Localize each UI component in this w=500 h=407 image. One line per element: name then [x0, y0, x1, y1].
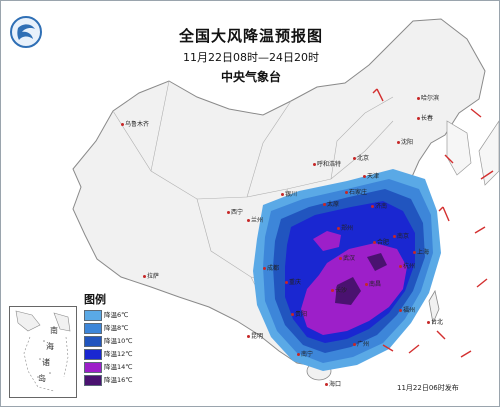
city-label-zhengzhou: 郑州 [337, 223, 353, 232]
legend-label: 降温6℃ [104, 311, 129, 319]
city-label-nanchang: 南昌 [365, 279, 381, 288]
issued-timestamp: 11月22日06时发布 [397, 384, 459, 392]
legend-title: 图例 [84, 293, 106, 306]
city-label-guiyang: 贵阳 [291, 309, 307, 318]
forecast-period: 11月22日08时—24日20时 [183, 51, 319, 64]
legend-label: 降温8℃ [104, 324, 129, 332]
zone-14c-north [313, 231, 341, 251]
korea-peninsula [446, 120, 472, 176]
legend: 图例 降温6℃ 降温8℃ 降温10℃ 降温12℃ 降温14℃ 降温16℃ [7, 291, 155, 401]
legend-swatch [84, 349, 102, 360]
page-title: 全国大风降温预报图 [178, 27, 323, 45]
legend-label: 降温12℃ [104, 350, 133, 358]
city-label-hohhot: 呼和浩特 [313, 159, 341, 168]
inset-label: 南 [50, 326, 58, 335]
japan-islands [478, 120, 499, 186]
city-label-lanzhou: 兰州 [247, 215, 263, 224]
city-label-changchun: 长春 [417, 113, 433, 122]
legend-swatch [84, 375, 102, 386]
legend-swatch [84, 362, 102, 373]
city-label-shanghai: 上海 [413, 247, 429, 256]
zone-16c [335, 277, 361, 305]
city-label-shijiazhuang: 石家庄 [345, 187, 367, 196]
legend-label: 降温14℃ [104, 363, 133, 371]
legend-item: 降温16℃ [84, 374, 154, 386]
city-label-xining: 西宁 [227, 207, 243, 216]
city-label-nanning: 南宁 [297, 349, 313, 358]
legend-item: 降温8℃ [84, 322, 154, 334]
city-label-shenyang: 沈阳 [397, 137, 413, 146]
cooling-zones [253, 169, 441, 371]
inset-label: 岛 [38, 374, 46, 383]
legend-item: 降温14℃ [84, 361, 154, 373]
city-label-changsha: 长沙 [331, 285, 347, 294]
city-label-fuzhou: 福州 [399, 305, 415, 314]
inset-label: 诸 [42, 358, 50, 367]
city-label-chongqing: 重庆 [285, 277, 301, 286]
city-label-haikou: 海口 [325, 379, 341, 388]
city-label-taipei: 台北 [427, 317, 443, 326]
city-label-taiyuan: 太原 [323, 199, 339, 208]
city-label-hefei: 合肥 [373, 237, 389, 246]
issuer: 中央气象台 [220, 70, 281, 84]
city-label-lhasa: 拉萨 [143, 271, 159, 280]
inset-label: 海 [46, 342, 54, 351]
legend-swatch [84, 323, 102, 334]
city-label-chengdu: 成都 [263, 263, 279, 272]
city-label-yinchuan: 银川 [281, 189, 297, 198]
legend-swatch [84, 336, 102, 347]
taiwan-island [428, 289, 440, 325]
cma-logo-icon [10, 16, 42, 48]
city-label-guangzhou: 广州 [353, 339, 369, 348]
legend-swatch [84, 310, 102, 321]
city-label-tianjin: 天津 [363, 171, 379, 180]
city-label-urumqi: 乌鲁木齐 [121, 119, 149, 128]
city-label-beijing: 北京 [353, 153, 369, 162]
inset-map-icon [15, 310, 71, 392]
zone-16c-east [367, 253, 387, 271]
city-label-kunming: 昆明 [247, 331, 263, 340]
wind-barbs [372, 88, 494, 358]
city-label-wuhan: 武汉 [339, 253, 355, 262]
legend-item: 降温10℃ [84, 335, 154, 347]
city-label-nanjing: 南京 [393, 231, 409, 240]
legend-label: 降温10℃ [104, 337, 133, 345]
south-china-sea-inset: 南 海 诸 岛 [9, 306, 77, 398]
legend-label: 降温16℃ [104, 376, 133, 384]
legend-item: 降温12℃ [84, 348, 154, 360]
city-label-harbin: 哈尔滨 [417, 93, 439, 102]
legend-item: 降温6℃ [84, 309, 154, 321]
city-label-jinan: 济南 [371, 201, 387, 210]
city-label-hangzhou: 杭州 [399, 261, 415, 270]
